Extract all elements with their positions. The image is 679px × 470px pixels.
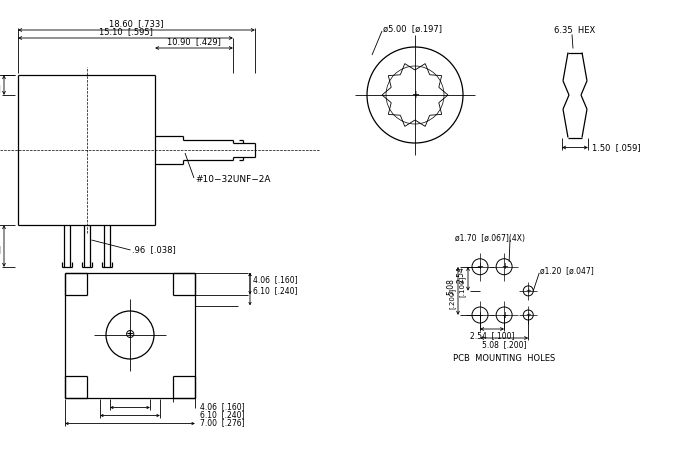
Text: +: + [526,312,531,318]
Text: [.100]: [.100] [458,276,465,298]
Text: #10−32UNF−2A: #10−32UNF−2A [195,175,270,185]
Text: +: + [526,288,531,294]
Text: 1.50  [.059]: 1.50 [.059] [592,143,640,152]
Text: +: + [477,311,483,320]
Text: 6.10  [.240]: 6.10 [.240] [253,287,297,296]
Text: 3.94: 3.94 [0,237,1,246]
Text: 10.90  [.429]: 10.90 [.429] [167,37,221,46]
Text: 5.08: 5.08 [446,278,455,295]
Text: ø1.70  [ø.067](4X): ø1.70 [ø.067](4X) [455,234,525,243]
Text: ø5.00  [ø.197]: ø5.00 [ø.197] [383,24,442,33]
Text: 4.06  [.160]: 4.06 [.160] [253,275,297,284]
Text: 15.10  [.595]: 15.10 [.595] [98,27,153,36]
Text: 2.54: 2.54 [456,266,465,283]
Text: [.155]: [.155] [0,245,1,254]
Text: 6.10  [.240]: 6.10 [.240] [200,410,244,419]
Text: PCB  MOUNTING  HOLES: PCB MOUNTING HOLES [453,354,555,363]
Text: +: + [411,90,419,100]
Text: 4.00: 4.00 [0,77,1,86]
Text: ø1.20  [ø.047]: ø1.20 [ø.047] [540,266,594,275]
Text: 2.54  [.100]: 2.54 [.100] [470,331,514,340]
Text: .96  [.038]: .96 [.038] [132,245,175,254]
Text: ⊕: ⊕ [125,329,135,342]
Text: 6.35  HEX: 6.35 HEX [554,26,595,35]
Text: [.200]: [.200] [448,288,455,309]
Text: 4.06  [.160]: 4.06 [.160] [200,402,244,411]
Text: 18.60  [.733]: 18.60 [.733] [109,19,164,28]
Text: [.158]: [.158] [0,85,1,94]
Text: +: + [500,262,508,271]
Text: +: + [500,311,508,320]
Text: 7.00  [.276]: 7.00 [.276] [200,418,244,427]
Text: 5.08  [.200]: 5.08 [.200] [482,340,526,349]
Text: +: + [477,262,483,271]
